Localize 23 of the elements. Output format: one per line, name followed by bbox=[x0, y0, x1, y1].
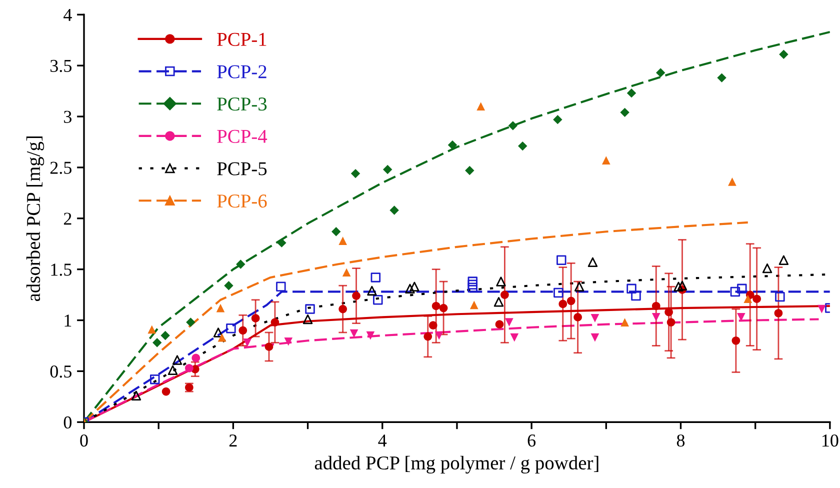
y-tick-label: 4 bbox=[64, 9, 72, 21]
x-tick-label: 10 bbox=[822, 434, 838, 447]
x-tick-label: 2 bbox=[229, 434, 237, 446]
x-axis-title: added PCP [mg polymer / g powder] bbox=[314, 456, 598, 474]
legend-label: PCP-3 bbox=[217, 98, 267, 111]
x-tick-label: 6 bbox=[528, 434, 536, 447]
y-tick-label: 0 bbox=[64, 416, 72, 429]
y-tick-label: 1 bbox=[64, 314, 72, 327]
legend-label: PCP-2 bbox=[217, 65, 266, 78]
y-tick-label: 1.5 bbox=[51, 264, 72, 276]
legend-label: PCP-5 bbox=[217, 162, 267, 176]
y-axis-title: adsorbed PCP [mg/g] bbox=[26, 136, 44, 302]
y-tick-label: 0.5 bbox=[50, 365, 72, 378]
y-tick-label: 3 bbox=[64, 110, 72, 123]
y-tick-label: 2 bbox=[64, 212, 72, 225]
y-tick-label: 3.5 bbox=[50, 60, 72, 72]
x-tick-label: 8 bbox=[676, 434, 685, 447]
y-tick-label: 2.5 bbox=[50, 162, 72, 174]
legend-label: PCP-4 bbox=[217, 130, 268, 143]
legend-label: PCP-1 bbox=[217, 32, 266, 46]
x-tick-label: 0 bbox=[80, 434, 88, 447]
x-tick-label: 4 bbox=[378, 434, 387, 446]
legend-label: PCP-6 bbox=[217, 194, 267, 208]
